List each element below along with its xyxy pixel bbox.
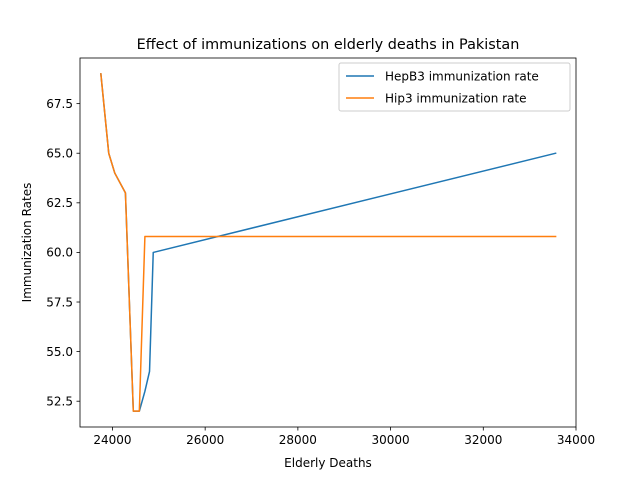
y-tick-label: 67.5 [46, 97, 73, 111]
x-tick-label: 30000 [371, 433, 409, 447]
series-layer [100, 73, 557, 412]
x-tick-label: 32000 [464, 433, 502, 447]
y-tick-label: 65.0 [46, 147, 73, 161]
y-tick-label: 57.5 [46, 295, 73, 309]
legend: HepB3 immunization rate Hip3 immunization… [338, 62, 571, 112]
legend-label-1: HepB3 immunization rate [385, 69, 539, 83]
x-tick-label: 24000 [93, 433, 131, 447]
legend-box [338, 62, 571, 112]
y-tick-label: 60.0 [46, 246, 73, 260]
y-axis: 52.5 55.0 57.5 60.0 62.5 65.0 67.5 [46, 97, 80, 409]
y-tick-label: 62.5 [46, 196, 73, 210]
legend-label-2: Hip3 immunization rate [385, 91, 527, 105]
y-tick-label: 55.0 [46, 345, 73, 359]
x-tick-label: 34000 [557, 433, 595, 447]
y-axis-label: Immunization Rates [20, 183, 34, 303]
x-axis: 24000 26000 28000 30000 32000 34000 [93, 427, 595, 447]
chart-title: Effect of immunizations on elderly death… [137, 37, 520, 53]
plot-frame [79, 57, 577, 428]
x-tick-label: 28000 [279, 433, 317, 447]
series-line-2 [100, 73, 557, 412]
x-tick-label: 26000 [186, 433, 224, 447]
y-tick-label: 52.5 [46, 395, 73, 409]
x-axis-label: Elderly Deaths [284, 456, 372, 470]
